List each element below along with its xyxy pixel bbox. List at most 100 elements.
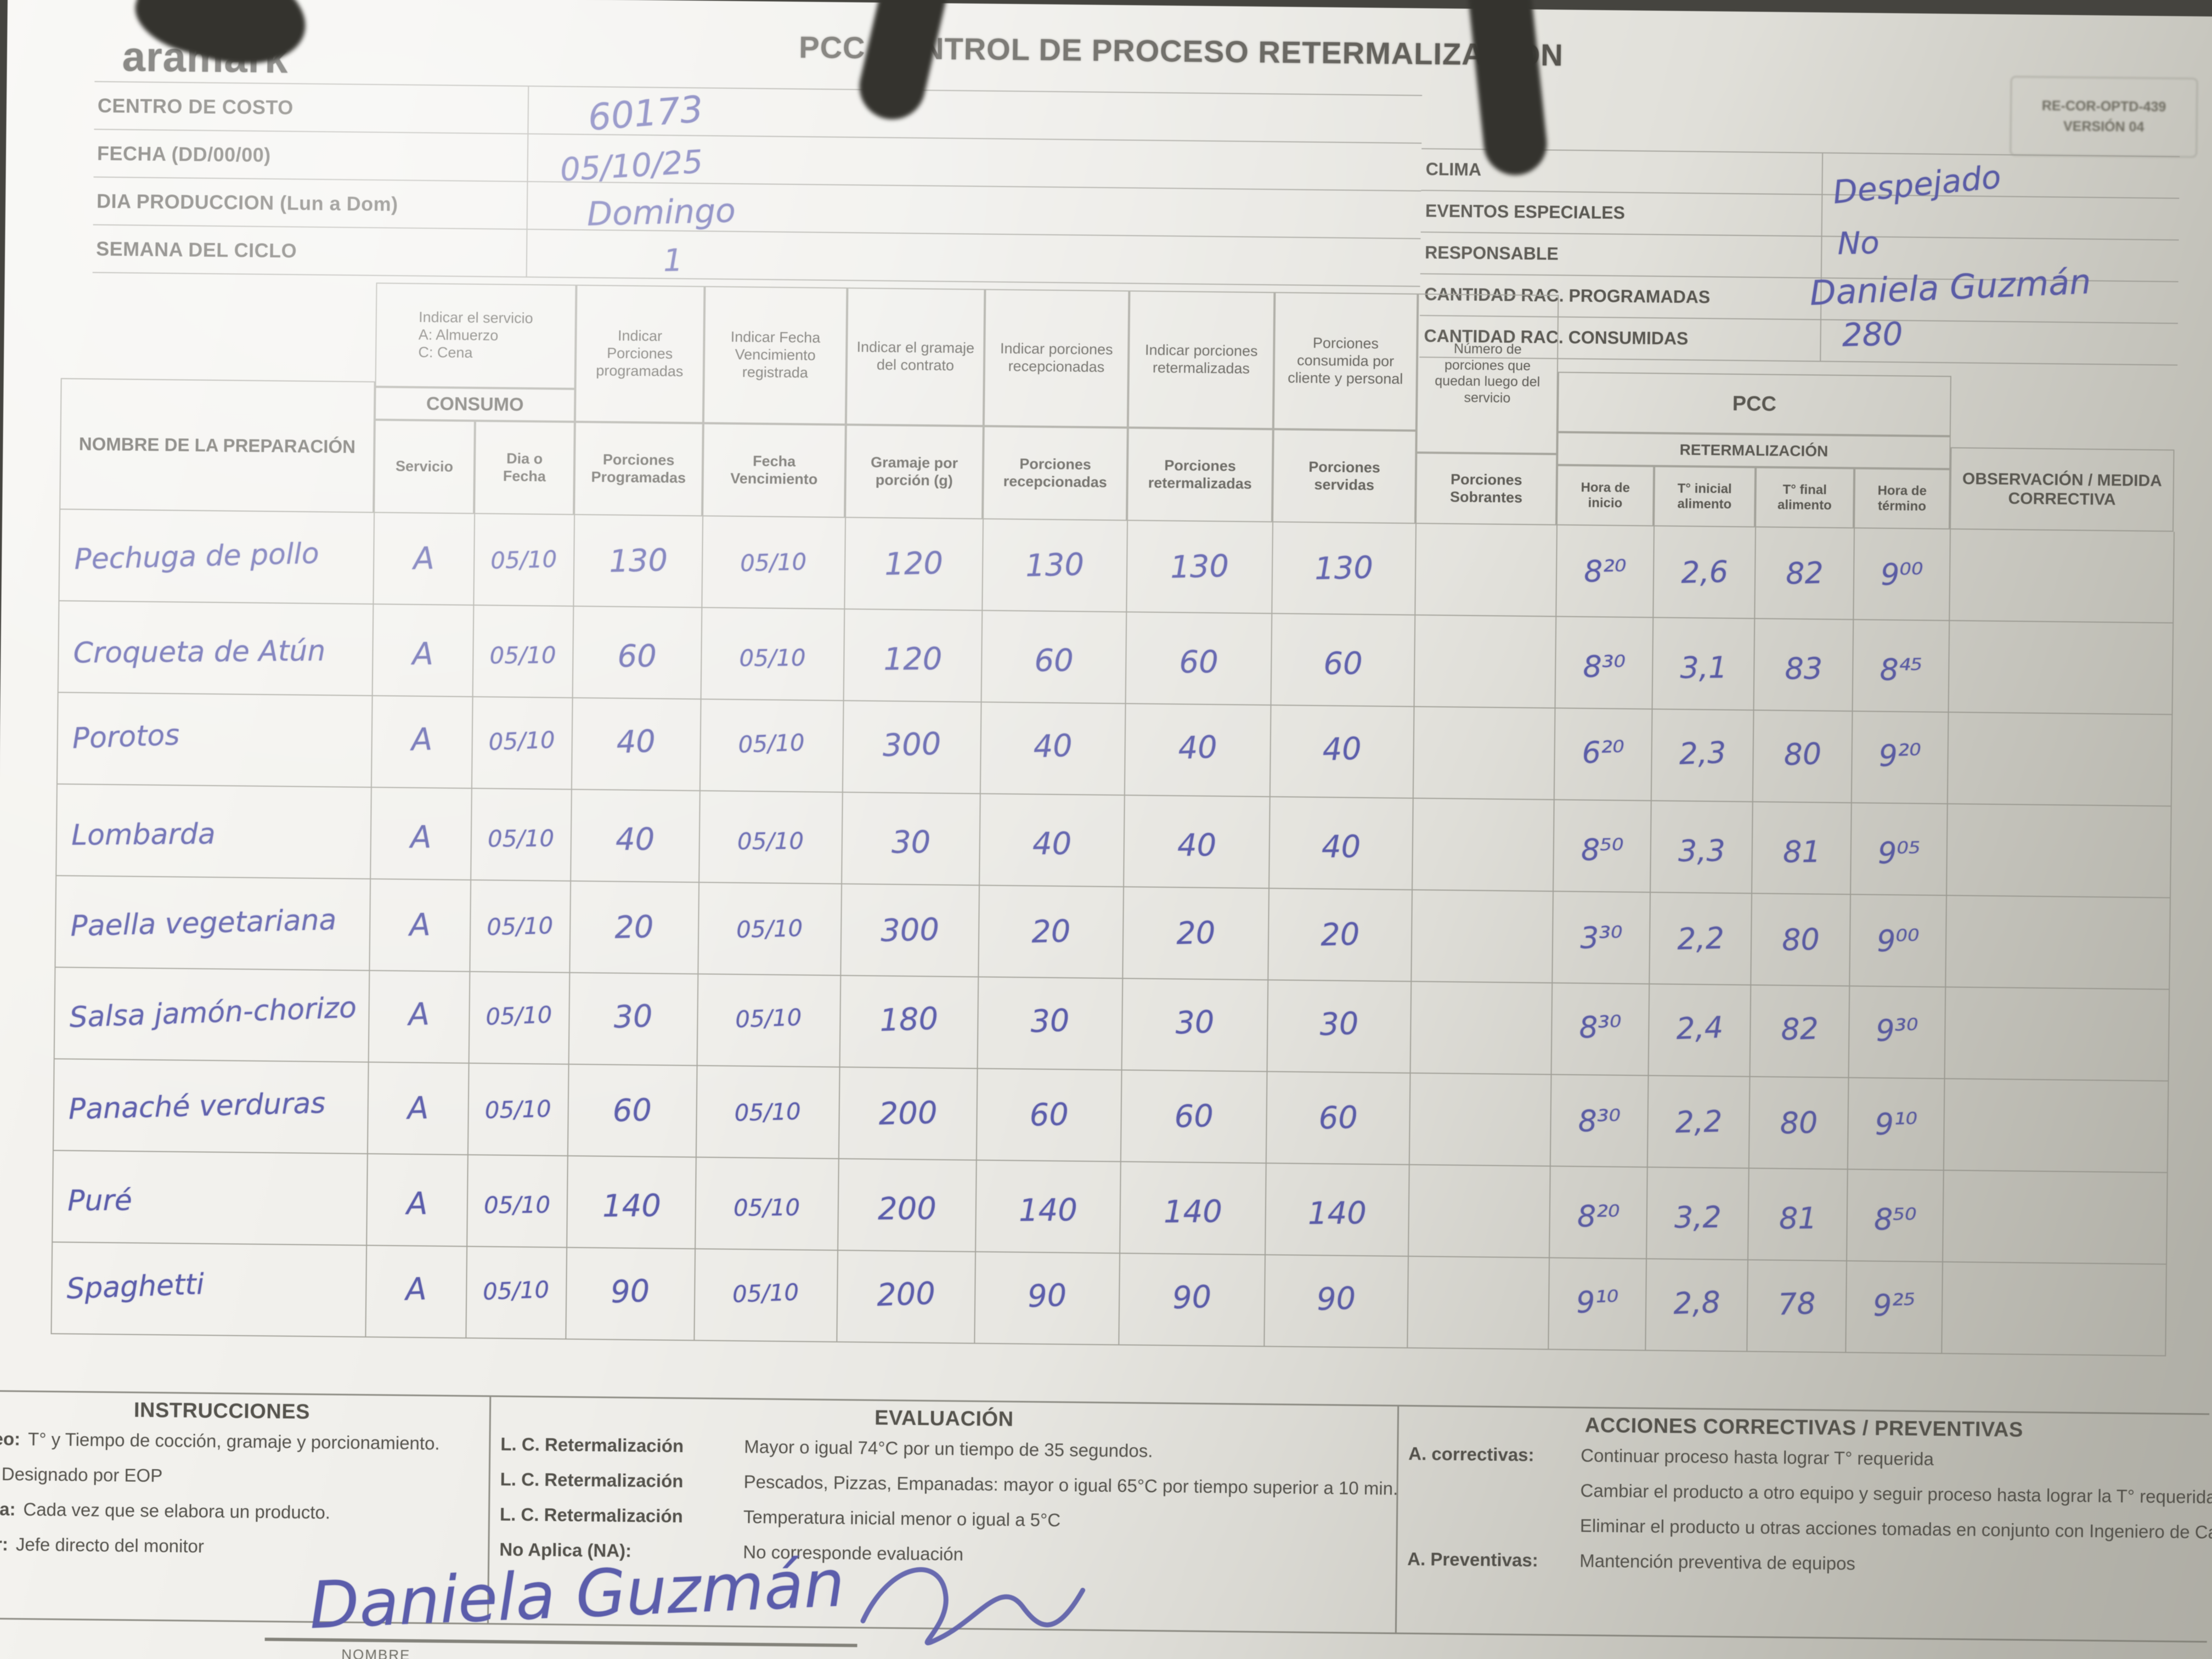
cell-gramaje: 30	[842, 793, 981, 886]
acciones-block: ACCIONES CORRECTIVAS / PREVENTIVAS A. co…	[1395, 1406, 2212, 1641]
cell-hora-termino: 8⁴⁵	[1853, 620, 1950, 713]
handwritten-value: 300	[882, 726, 942, 764]
version-box: RE-COR-OPTD-439 VERSIÓN 04	[2010, 76, 2198, 158]
cell-hora-inicio: 6²⁰	[1554, 708, 1653, 802]
handwritten-value: 20	[1320, 916, 1361, 953]
cell-porciones: 130	[574, 515, 704, 608]
cell-t-final: 78	[1747, 1260, 1847, 1353]
handwritten-value: A	[407, 1186, 428, 1222]
handwritten-value: 3³⁰	[1579, 919, 1623, 956]
cell-retermalizadas: 60	[1126, 612, 1273, 706]
cell-hora-inicio: 8⁵⁰	[1554, 800, 1652, 893]
handwritten-value: 80	[1783, 736, 1822, 772]
col-header-nombre: NOMBRE DE LA PREPARACIÓN	[59, 378, 375, 514]
cell-observacion	[1944, 1079, 2169, 1173]
cell-gramaje: 180	[840, 976, 979, 1069]
handwritten-value: 81	[1779, 1200, 1817, 1236]
cell-fecha: 05/10	[468, 1063, 569, 1156]
field-label: RESPONSABLE	[1425, 242, 1559, 264]
handwritten-value: 3,1	[1679, 650, 1728, 685]
handwritten-value: 2,2	[1674, 1104, 1723, 1140]
cell-servicio: A	[374, 513, 476, 606]
cell-sobrantes	[1415, 523, 1558, 617]
explain-sobrantes: Número de porciones que quedan luego del…	[1416, 293, 1559, 454]
handwritten-value: 05/10	[486, 1001, 553, 1030]
handwritten-value: A	[405, 1271, 427, 1308]
field-eventos-especiales: EVENTOS ESPECIALES	[1420, 190, 2180, 241]
divider	[527, 86, 529, 133]
cell-porciones: 60	[568, 1064, 698, 1158]
handwritten-value: 130	[1314, 550, 1374, 587]
handwritten-value: 60	[1029, 1097, 1069, 1133]
handwritten-value: 9⁰⁰	[1880, 556, 1924, 592]
cell-hora-inicio: 8³⁰	[1555, 617, 1654, 710]
cell-servicio: A	[366, 1245, 468, 1339]
handwritten-value: 40	[1032, 826, 1072, 862]
handwritten-value: 9²⁰	[1878, 737, 1922, 774]
cell-nombre: Panaché verduras	[53, 1059, 369, 1154]
handwritten-value: 05/10	[739, 644, 806, 672]
cell-hora-inicio: 8²⁰	[1550, 1166, 1648, 1260]
handwritten-value: 2,3	[1678, 735, 1726, 771]
handwritten-value: 120	[883, 641, 943, 678]
handwritten-value: 60	[1034, 642, 1074, 679]
handwritten-value: Puré	[67, 1183, 133, 1217]
explain-retermalizadas: Indicar porciones retermalizadas	[1127, 290, 1275, 430]
evaluation-line: L. C. Retermalización Temperatura inicial…	[500, 1504, 1386, 1534]
cell-fecha: 05/10	[471, 788, 572, 882]
cell-vencimiento: 05/10	[697, 974, 842, 1068]
cell-vencimiento: 05/10	[701, 608, 845, 702]
handwritten-value: 8³⁰	[1582, 649, 1626, 684]
evaluation-line: L. C. Retermalización Mayor o igual 74°C …	[500, 1434, 1387, 1464]
divider	[1820, 236, 1822, 278]
col-header-vencimiento: Fecha Vencimiento	[702, 423, 846, 518]
handwritten-value: 8³⁰	[1578, 1009, 1622, 1045]
line-label: L. C. Retermalización	[500, 1469, 684, 1492]
cell-vencimiento: 05/10	[696, 1066, 840, 1159]
handwritten-value: 30	[613, 998, 654, 1036]
cell-sobrantes	[1410, 981, 1553, 1075]
handwritten-value: 9⁰⁰	[1876, 923, 1920, 959]
handwritten-value: 9³⁰	[1875, 1012, 1919, 1048]
signature-name: Daniela Guzmán	[308, 1545, 847, 1644]
handwritten-value: 3,3	[1678, 833, 1725, 868]
cell-hora-inicio: 9¹⁰	[1549, 1258, 1647, 1351]
handwritten-value: 82	[1785, 555, 1824, 591]
col-header-observacion: OBSERVACIÓN / MEDIDA CORRECTIVA	[1949, 447, 2175, 532]
line-label: A. correctivas:	[1408, 1443, 1534, 1465]
handwritten-value: 8⁵⁰	[1874, 1201, 1917, 1237]
group-header-pcc: PCC	[1557, 371, 1951, 437]
handwritten-value: 9¹⁰	[1575, 1284, 1620, 1320]
cell-retermalizadas: 60	[1121, 1070, 1268, 1164]
cell-recepcionadas: 140	[976, 1160, 1121, 1254]
handwritten-value: 200	[877, 1190, 937, 1227]
instruction-line: encia: Cada vez que se elabora un product…	[0, 1498, 478, 1525]
handwritten-value: 40	[1177, 827, 1217, 864]
line-text: T° y Tiempo de cocción, gramaje y porcio…	[27, 1429, 440, 1454]
cell-nombre: Puré	[53, 1150, 368, 1246]
handwritten-value: 60	[1173, 1098, 1214, 1135]
handwritten-value: 30	[1030, 1002, 1070, 1040]
action-line: A. correctivas: Continuar proceso hasta l…	[1408, 1443, 2199, 1472]
cell-nombre: Spaghetti	[52, 1242, 368, 1338]
cell-recepcionadas: 60	[977, 1069, 1122, 1163]
cell-observacion	[1945, 988, 2170, 1082]
handwritten-value: 60	[1323, 646, 1363, 682]
handwritten-value: 300	[880, 912, 940, 949]
action-line: Eliminar el producto u otras acciones to…	[1408, 1514, 2212, 1543]
cell-observacion	[1950, 529, 2175, 624]
handwritten-value: 60	[617, 638, 657, 675]
cell-observacion	[1946, 804, 2172, 899]
handwritten-value: A	[408, 996, 431, 1033]
cell-servidas: 30	[1267, 980, 1412, 1074]
signature-caption: NOMBRE	[341, 1646, 411, 1659]
cell-recepcionadas: 40	[980, 794, 1125, 888]
field-label: SEMANA DEL CICLO	[95, 237, 297, 262]
cell-servidas: 140	[1266, 1164, 1410, 1257]
cell-retermalizadas: 40	[1125, 704, 1272, 798]
cell-t-inicial: 3,1	[1652, 618, 1756, 711]
handwritten-value: 9¹⁰	[1874, 1106, 1918, 1142]
handwritten-value: 40	[616, 821, 655, 858]
